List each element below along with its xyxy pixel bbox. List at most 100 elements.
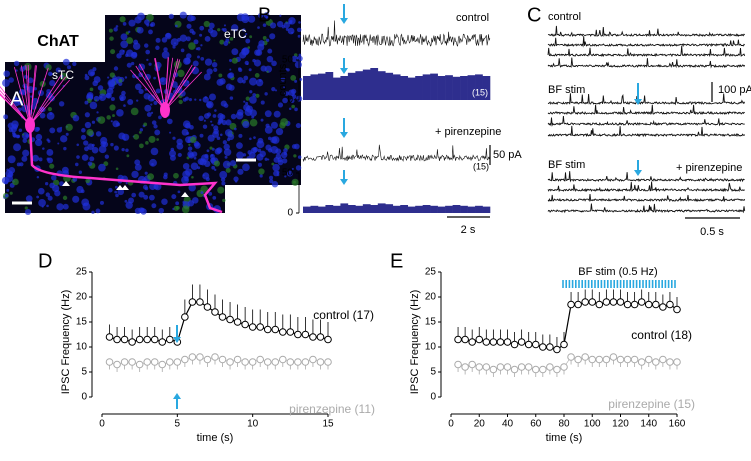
texture	[80, 134, 87, 140]
texture	[179, 90, 186, 97]
texture	[166, 118, 173, 125]
texture	[178, 99, 183, 105]
dendrite	[164, 58, 179, 111]
texture	[86, 128, 94, 136]
texture	[127, 99, 134, 106]
bar	[355, 71, 364, 100]
texture	[32, 154, 39, 162]
texture	[237, 168, 244, 175]
panel-label: A	[10, 88, 24, 110]
texture	[224, 129, 233, 137]
bar	[467, 206, 476, 213]
texture	[237, 67, 242, 71]
data-point	[553, 365, 561, 374]
texture	[49, 127, 56, 134]
data-point	[517, 363, 526, 371]
texture	[133, 133, 140, 140]
texture	[126, 62, 132, 68]
texture	[76, 143, 80, 147]
texture	[134, 163, 142, 171]
texture	[62, 58, 70, 66]
texture	[220, 133, 223, 137]
data-point	[128, 358, 136, 366]
texture	[188, 143, 191, 146]
trace-label: + pirenzepine	[435, 126, 501, 138]
texture	[192, 60, 199, 67]
texture	[6, 188, 10, 192]
texture	[143, 194, 149, 200]
bar	[325, 205, 334, 213]
texture	[36, 195, 40, 199]
texture	[62, 195, 68, 201]
panel-label: B	[258, 4, 271, 26]
texture	[46, 204, 49, 208]
texture	[80, 189, 85, 194]
data-point	[105, 358, 114, 366]
data-point	[150, 358, 159, 366]
texture	[269, 175, 274, 180]
data-point	[173, 358, 182, 366]
x-tick-label: 100	[584, 419, 601, 430]
data-point	[595, 355, 604, 364]
texture	[223, 148, 232, 156]
texture	[242, 163, 250, 172]
bar	[347, 72, 356, 100]
stim-arrow-head	[340, 18, 348, 24]
texture	[241, 13, 249, 21]
texture	[202, 96, 209, 103]
data-point	[211, 308, 219, 316]
texture	[24, 208, 32, 216]
texture	[149, 158, 157, 167]
texture	[252, 93, 257, 97]
texture	[172, 89, 177, 95]
stim-arrow-head	[173, 393, 181, 399]
texture	[107, 76, 110, 79]
texture	[277, 102, 284, 108]
data-point	[158, 338, 167, 346]
y-tick-label: 15	[425, 317, 437, 328]
trace	[547, 25, 746, 38]
texture	[72, 195, 80, 203]
texture	[117, 188, 125, 196]
micrograph	[0, 11, 303, 216]
arrowhead	[62, 181, 70, 186]
texture	[225, 167, 231, 173]
texture	[284, 175, 287, 178]
stim-arrow-head	[340, 132, 348, 138]
trace-label: BF stim	[548, 84, 585, 96]
texture	[109, 72, 116, 78]
data-point	[468, 360, 476, 369]
data-point	[294, 330, 302, 339]
texture	[169, 131, 172, 134]
x-tick-label: 80	[558, 419, 570, 430]
texture	[151, 203, 157, 209]
bar	[377, 203, 386, 213]
trace-label: control	[548, 11, 581, 23]
texture	[110, 120, 113, 123]
texture	[231, 48, 239, 56]
series-label: control (18)	[631, 328, 692, 342]
texture	[191, 66, 200, 75]
texture	[98, 145, 107, 154]
texture	[190, 15, 196, 21]
texture	[148, 62, 152, 66]
texture	[231, 24, 239, 32]
texture	[247, 150, 252, 155]
bar	[415, 76, 423, 100]
texture	[222, 198, 226, 203]
trace	[547, 93, 746, 106]
data-point	[461, 363, 469, 371]
data-point	[324, 335, 332, 344]
cell-label: sTC	[52, 68, 74, 82]
annotation: (15)	[473, 161, 489, 171]
texture	[45, 192, 51, 197]
texture	[295, 165, 302, 171]
data-point	[503, 363, 512, 371]
data-point	[309, 355, 317, 364]
texture	[247, 15, 256, 23]
x-tick-label: 5	[175, 419, 181, 430]
texture	[89, 101, 98, 110]
data-point	[574, 355, 582, 364]
data-point	[553, 345, 561, 354]
x-axis-label: time (s)	[546, 432, 583, 444]
